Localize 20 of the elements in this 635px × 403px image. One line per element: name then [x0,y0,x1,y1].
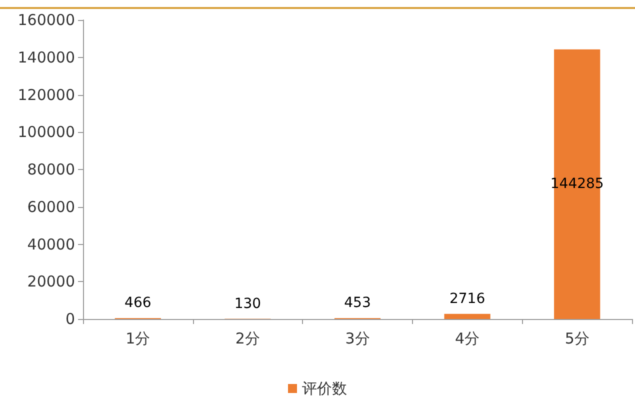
y-tick-label: 20000 [27,272,75,291]
x-tick-label: 4分 [455,330,480,348]
y-tick-label: 60000 [27,198,75,216]
y-tick-label: 80000 [27,160,75,178]
data-label: 2716 [449,290,486,307]
y-tick-label: 120000 [18,86,75,104]
data-label: 453 [344,295,371,312]
y-tick-label: 100000 [18,123,75,142]
x-tick-label: 3分 [345,330,370,348]
y-tick-label: 140000 [18,48,75,66]
y-tick-label: 40000 [27,235,75,254]
x-tick-label: 2分 [235,330,260,348]
y-tick-label: 0 [65,310,75,328]
y-tick-label: 160000 [18,11,75,29]
x-tick-label: 5分 [564,330,590,348]
data-label: 130 [234,296,262,312]
x-tick-label: 1分 [126,330,150,348]
bar [444,314,490,319]
legend-label: 评价数 [302,380,347,398]
data-label: 466 [124,295,152,312]
